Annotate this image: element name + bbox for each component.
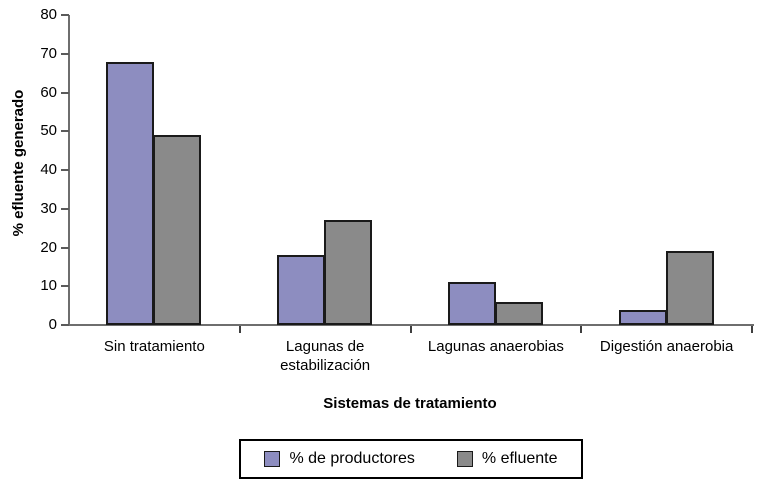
- y-tick: [61, 285, 69, 288]
- y-tick-label: 10: [40, 277, 57, 295]
- y-tick-label: 30: [40, 199, 57, 217]
- x-axis-line: [68, 324, 754, 326]
- bar-productores-cat2: [277, 255, 326, 325]
- y-axis-line: [68, 15, 70, 326]
- category-label: Lagunas anaerobias: [427, 338, 564, 355]
- y-tick: [61, 130, 69, 133]
- bar-productores-cat1: [106, 61, 155, 325]
- y-tick: [61, 91, 69, 94]
- y-tick: [61, 52, 69, 55]
- x-tick: [751, 326, 753, 333]
- y-tick: [61, 324, 69, 326]
- legend-swatch-icon: [456, 451, 473, 467]
- x-tick: [409, 326, 412, 333]
- legend-label: % efluente: [481, 450, 558, 467]
- bar-efluente-cat2: [324, 220, 373, 325]
- y-tick: [61, 14, 69, 16]
- bar-productores-cat3: [447, 282, 496, 325]
- legend-swatch-icon: [264, 451, 281, 467]
- bar-efluente-cat4: [665, 251, 714, 325]
- legend-item: % efluente: [456, 450, 558, 468]
- bar-efluente-cat3: [494, 301, 543, 325]
- y-tick-label: 70: [40, 44, 57, 62]
- bar-efluente-cat1: [153, 135, 202, 325]
- category-label: Sin tratamiento: [103, 338, 205, 355]
- y-tick: [61, 169, 69, 171]
- legend-label: % de productores: [289, 450, 415, 467]
- category-label: Digestión anaerobia: [599, 338, 734, 355]
- legend-item: % de productores: [264, 450, 415, 468]
- x-tick: [580, 326, 583, 333]
- y-tick: [61, 207, 69, 210]
- category-label: Lagunas de estabilización: [280, 338, 371, 374]
- y-tick-label: 50: [40, 122, 57, 140]
- y-tick-label: 40: [40, 161, 57, 178]
- x-axis-title: Sistemas de tratamiento: [323, 395, 497, 412]
- bar-productores-cat4: [618, 309, 667, 325]
- y-tick-label: 80: [40, 6, 57, 23]
- y-tick-label: 0: [48, 316, 57, 333]
- x-tick: [238, 326, 241, 333]
- y-tick-label: 20: [40, 238, 57, 256]
- y-tick: [61, 246, 69, 249]
- y-tick-label: 60: [40, 83, 57, 101]
- legend: % de productores % efluente: [239, 439, 583, 479]
